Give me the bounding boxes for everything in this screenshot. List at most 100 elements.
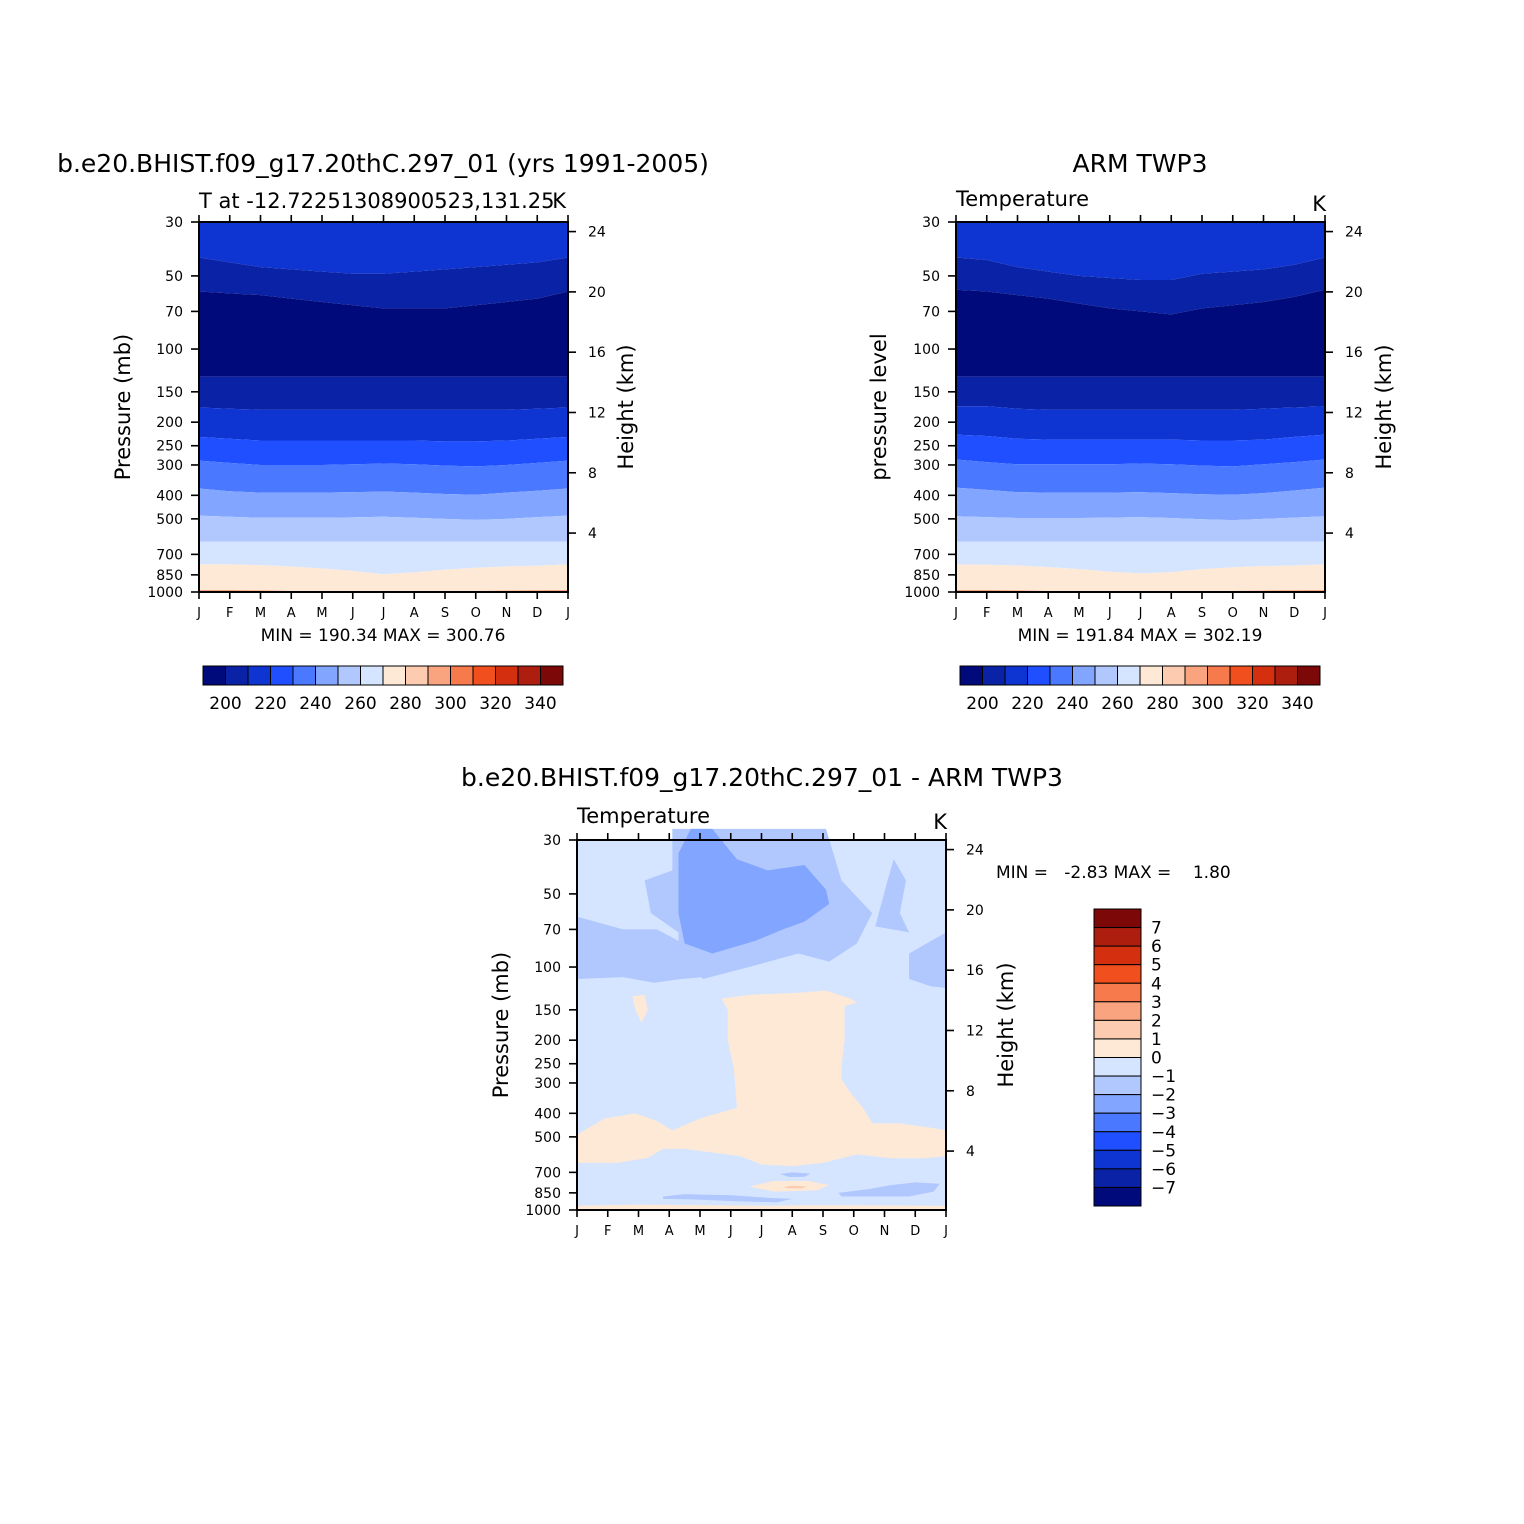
x-tick-label: A xyxy=(665,1224,674,1239)
y-tick-label: 50 xyxy=(543,887,561,903)
y-tick-label: 70 xyxy=(165,304,183,320)
colorbar-box xyxy=(1027,665,1051,686)
colorbar-box xyxy=(1093,1131,1142,1151)
x-tick-label: M xyxy=(255,606,266,621)
x-tick-label: J xyxy=(953,606,958,621)
colorbar-box xyxy=(360,665,384,686)
y-tick-label: 250 xyxy=(156,439,183,455)
colorbar-label: −7 xyxy=(1151,1178,1176,1198)
y-tick-label: 300 xyxy=(913,458,940,474)
diff-region xyxy=(632,994,648,1024)
y-tick-label: 100 xyxy=(913,342,940,358)
contour-band xyxy=(199,460,568,495)
panel-obs: ARM TWP3 Temperature K J F M A M J J A S O N D J 30 50… xyxy=(867,149,1396,714)
colorbar-label: −1 xyxy=(1151,1067,1176,1087)
x-tick-label: D xyxy=(532,606,542,621)
panel-diff-ylabel-right: Height (km) xyxy=(994,962,1018,1087)
y-tick-right-label: 16 xyxy=(966,963,984,979)
y-tick-label: 850 xyxy=(156,568,183,584)
colorbar-box xyxy=(315,665,339,686)
colorbar-label: 280 xyxy=(389,694,421,714)
panel-model-title: b.e20.BHIST.f09_g17.20thC.297_01 (yrs 19… xyxy=(57,149,709,178)
colorbar-box xyxy=(450,665,474,686)
colorbar-box xyxy=(270,665,294,686)
y-tick-right-label: 4 xyxy=(966,1144,975,1160)
colorbar-box xyxy=(247,665,271,686)
colorbar-label: 300 xyxy=(434,694,466,714)
colorbar-label: 0 xyxy=(1151,1049,1162,1069)
colorbar-label: 320 xyxy=(1236,694,1268,714)
y-tick-right-label: 16 xyxy=(588,345,606,361)
panel-diff-left-string: Temperature xyxy=(576,804,710,828)
contour-band xyxy=(956,376,1325,410)
colorbar-box xyxy=(1093,1168,1142,1188)
x-tick-label: F xyxy=(983,606,990,621)
colorbar-box xyxy=(1207,665,1231,686)
x-tick-label: J xyxy=(1322,606,1327,621)
colorbar-box xyxy=(1093,945,1142,966)
diff-region xyxy=(875,859,910,933)
colorbar-label: 6 xyxy=(1151,937,1162,957)
colorbar-label: 2 xyxy=(1151,1011,1162,1031)
colorbar-label: 5 xyxy=(1151,956,1162,976)
y-tick-label: 50 xyxy=(165,269,183,285)
y-tick-right-label: 8 xyxy=(966,1084,975,1100)
x-tick-label: O xyxy=(471,606,481,621)
colorbar-label: 260 xyxy=(1101,694,1133,714)
colorbar-label: −3 xyxy=(1151,1104,1176,1124)
x-tick-label: A xyxy=(410,606,419,621)
colorbar-box xyxy=(1072,665,1096,686)
y-tick-right-label: 12 xyxy=(1345,405,1363,421)
y-tick-label: 150 xyxy=(913,385,940,401)
panel-obs-title: ARM TWP3 xyxy=(1073,149,1208,178)
contour-band xyxy=(956,459,1325,495)
colorbar-box xyxy=(1117,665,1141,686)
colorbar-box xyxy=(1093,1094,1142,1114)
x-tick-label: F xyxy=(226,606,233,621)
panel-model-units: K xyxy=(552,189,567,213)
x-tick-label: S xyxy=(819,1224,827,1239)
contour-band xyxy=(956,406,1325,441)
x-tick-label: N xyxy=(502,606,512,621)
colorbar-box xyxy=(1093,1001,1142,1021)
contour-band xyxy=(956,516,1325,542)
y-tick-label: 30 xyxy=(543,833,561,849)
colorbar-box xyxy=(1252,665,1276,686)
y-tick-label: 150 xyxy=(534,1003,561,1019)
panel-model-stats: MIN = 190.34 MAX = 300.76 xyxy=(261,626,506,646)
contour-band xyxy=(956,222,1325,281)
x-tick-label: O xyxy=(1228,606,1238,621)
y-tick-right-label: 4 xyxy=(1345,526,1354,542)
colorbar-box xyxy=(1297,665,1321,686)
colorbar-box xyxy=(982,665,1006,686)
x-tick-label: J xyxy=(728,1224,733,1239)
contour-band xyxy=(199,564,568,592)
y-tick-label: 100 xyxy=(534,960,561,976)
colorbar-box xyxy=(495,665,519,686)
y-tick-label: 30 xyxy=(922,215,940,231)
colorbar-label: 3 xyxy=(1151,993,1162,1013)
panel-model-colorbar: 200 220 240 260 280 300 320 340 xyxy=(202,665,564,714)
contour-band xyxy=(199,257,568,309)
diff-region xyxy=(838,1182,940,1197)
panel-diff-units: K xyxy=(933,810,948,834)
panel-obs-plot-area: J F M A M J J A S O N D J 30 50 70 100 150 200 250 300 400 500… xyxy=(904,215,1363,621)
y-tick-label: 200 xyxy=(913,415,940,431)
panel-obs-left-string: Temperature xyxy=(955,187,1089,211)
y-tick-label: 250 xyxy=(913,439,940,455)
contour-band xyxy=(199,436,568,467)
x-tick-label: J xyxy=(759,1224,764,1239)
contour-band xyxy=(199,515,568,542)
x-tick-label: J xyxy=(943,1224,948,1239)
x-tick-label: O xyxy=(849,1224,859,1239)
colorbar-label: 4 xyxy=(1151,974,1162,994)
contour-band xyxy=(956,257,1325,315)
colorbar-box xyxy=(225,665,249,686)
contour-band xyxy=(956,289,1325,377)
colorbar-box xyxy=(1093,1149,1142,1170)
colorbar-box xyxy=(1093,1186,1142,1207)
x-tick-label: M xyxy=(1012,606,1023,621)
y-tick-label: 400 xyxy=(156,488,183,504)
y-tick-label: 200 xyxy=(156,415,183,431)
colorbar-box xyxy=(1184,665,1208,686)
